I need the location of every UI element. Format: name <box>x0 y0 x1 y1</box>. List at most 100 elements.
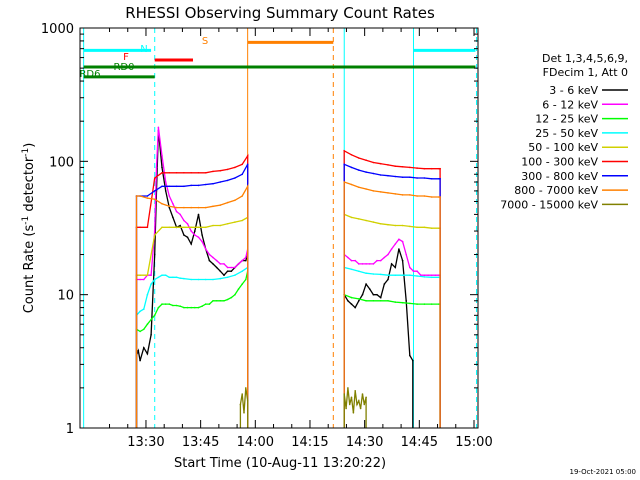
data-point-6-0-2 <box>146 195 149 197</box>
data-point-1-1-23 <box>427 274 429 277</box>
x-tick-label-2: 14:00 <box>237 435 274 450</box>
data-point-0-0-27 <box>226 270 229 273</box>
data-point-3-0-18 <box>219 277 222 280</box>
data-point-2-1-10 <box>416 303 418 305</box>
data-point-8-0-4 <box>246 400 249 402</box>
data-point-0-1-18 <box>409 354 411 357</box>
series-line-6-segment-1 <box>343 163 441 428</box>
data-point-6-1-10 <box>416 177 418 179</box>
data-point-4-1-11 <box>423 226 426 229</box>
data-point-5-0-5 <box>168 172 171 174</box>
data-point-7-1-8 <box>401 194 404 196</box>
series-line-3-segment-1 <box>343 266 441 428</box>
data-point-4-0-15 <box>241 219 243 222</box>
data-point-0-0-19 <box>197 213 200 216</box>
data-point-8-0-0 <box>239 403 242 406</box>
data-point-1-1-17 <box>405 253 408 256</box>
data-point-5-1-0 <box>343 150 346 152</box>
data-point-1-1-25 <box>434 274 437 277</box>
data-point-5-1-3 <box>365 159 367 161</box>
y-axis-label-sup2: -1 <box>21 148 31 157</box>
data-point-0-0-1 <box>137 349 140 352</box>
data-point-4-0-3 <box>153 234 156 236</box>
data-point-0-1-8 <box>372 293 375 296</box>
data-point-1-0-17 <box>194 234 196 236</box>
data-point-2-0-21 <box>212 300 214 302</box>
data-point-8-0-1 <box>241 393 243 395</box>
y-axis-label-sup1: -1 <box>21 216 31 225</box>
data-point-1-1-9 <box>376 259 378 262</box>
data-point-7-1-10 <box>416 195 418 197</box>
y-tick-label-0: 1 <box>66 422 74 437</box>
data-point-5-0-16 <box>246 155 249 157</box>
plot-frame <box>79 27 479 429</box>
x-tick-label-6: 15:00 <box>455 435 492 450</box>
data-point-6-0-9 <box>197 184 200 187</box>
data-point-5-0-3 <box>153 177 156 179</box>
data-point-4-0-10 <box>204 226 207 229</box>
data-point-4-0-9 <box>197 226 200 229</box>
data-point-3-0-9 <box>168 276 171 279</box>
data-point-2-0-7 <box>161 303 163 305</box>
flag-label-n: N <box>140 44 147 55</box>
data-point-1-0-14 <box>183 219 185 222</box>
data-point-2-0-24 <box>223 300 225 302</box>
data-point-2-0-19 <box>204 303 207 305</box>
data-point-7-0-14 <box>234 199 236 202</box>
data-point-2-0-15 <box>190 306 192 309</box>
data-point-3-0-14 <box>190 278 192 281</box>
data-point-2-0-2 <box>143 328 145 331</box>
data-point-1-1-26 <box>438 274 440 277</box>
data-point-0-0-26 <box>223 274 225 277</box>
data-point-3-0-16 <box>204 278 207 281</box>
data-point-1-0-23 <box>215 259 218 262</box>
data-point-6-0-8 <box>190 184 192 187</box>
series-line-0-segment-0 <box>135 130 249 428</box>
data-point-5-1-6 <box>387 164 389 166</box>
data-point-0-1-9 <box>376 293 378 296</box>
data-point-0-0-28 <box>230 270 233 273</box>
data-point-1-0-25 <box>223 263 225 265</box>
data-point-6-0-7 <box>183 185 185 188</box>
data-point-7-0-3 <box>153 198 156 200</box>
data-point-2-0-1 <box>139 330 141 333</box>
data-point-7-0-11 <box>212 205 214 208</box>
data-point-1-1-16 <box>401 240 404 243</box>
data-point-6-1-8 <box>401 176 404 178</box>
data-point-1-1-24 <box>430 274 433 277</box>
data-point-6-0-14 <box>234 177 236 179</box>
data-point-0-0-23 <box>212 263 214 265</box>
data-point-4-0-7 <box>183 226 185 229</box>
data-point-8-1-10 <box>361 393 364 395</box>
data-point-4-0-2 <box>146 274 149 277</box>
y-tick-label-1: 10 <box>57 289 74 304</box>
data-point-1-1-13 <box>390 248 393 250</box>
data-point-7-0-5 <box>168 205 171 208</box>
data-point-0-1-17 <box>405 300 408 302</box>
legend-header-1: Det 1,3,4,5,6,9, <box>542 52 628 65</box>
data-point-1-1-12 <box>387 253 389 256</box>
data-point-2-0-25 <box>226 298 229 301</box>
data-point-5-1-7 <box>394 165 397 167</box>
data-point-5-1-1 <box>350 154 353 156</box>
data-point-0-1-5 <box>361 293 364 296</box>
data-point-5-0-13 <box>226 168 229 171</box>
data-point-2-1-5 <box>379 300 382 302</box>
data-point-1-0-31 <box>245 256 247 259</box>
flag-label-f: F <box>123 52 129 63</box>
data-point-0-1-2 <box>350 303 353 305</box>
data-point-4-1-1 <box>350 216 353 219</box>
data-point-5-1-10 <box>416 167 418 169</box>
data-point-0-1-12 <box>387 278 389 281</box>
data-point-4-0-12 <box>219 224 222 227</box>
legend-label-7: 800 - 7000 keV <box>514 184 598 197</box>
data-point-4-0-14 <box>234 221 236 223</box>
data-point-1-1-19 <box>412 270 415 273</box>
data-point-3-0-17 <box>212 278 214 281</box>
data-point-7-0-16 <box>246 185 249 188</box>
data-point-0-0-20 <box>201 234 203 236</box>
legend-label-0: 3 - 6 keV <box>549 84 598 97</box>
data-point-1-1-18 <box>409 266 411 269</box>
data-point-0-1-6 <box>365 283 367 285</box>
